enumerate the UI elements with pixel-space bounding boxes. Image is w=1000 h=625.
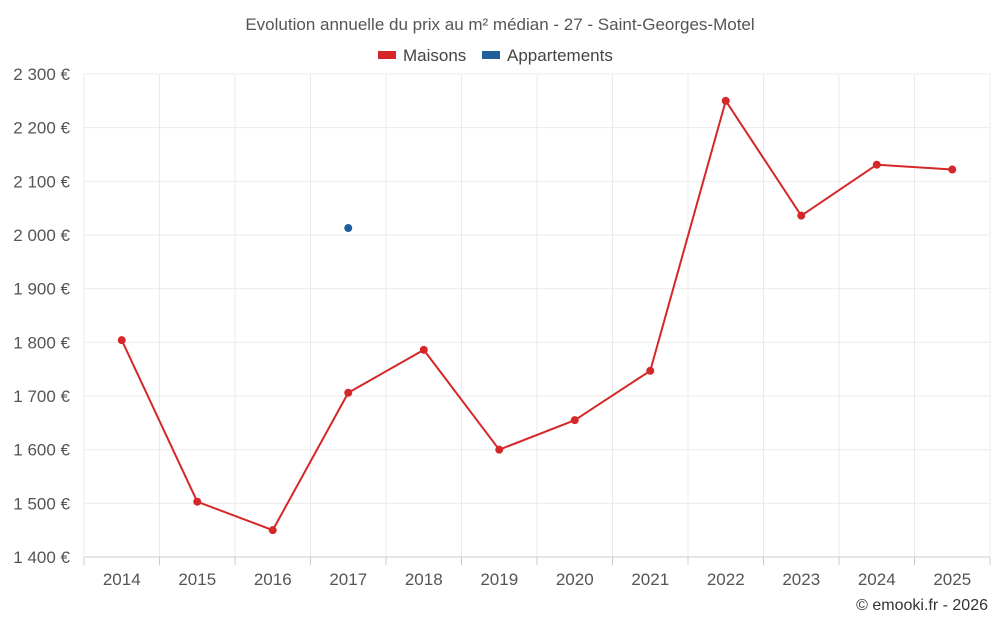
data-point-maisons[interactable] — [797, 211, 806, 220]
x-tick-label: 2016 — [254, 570, 292, 589]
legend-swatch-maisons — [378, 51, 396, 59]
data-point-maisons[interactable] — [646, 366, 655, 375]
x-tick-label: 2023 — [782, 570, 820, 589]
x-tick-label: 2025 — [933, 570, 971, 589]
y-tick-label: 2 200 € — [13, 119, 70, 138]
x-axis: 2014 2015 2016 2017 2018 2019 2020 2021 2022 2023… — [83, 556, 991, 589]
x-tick-label: 2020 — [556, 570, 594, 589]
credit-text: © emooki.fr - 2026 — [856, 597, 988, 614]
data-point-maisons[interactable] — [419, 345, 428, 354]
data-point-maisons[interactable] — [570, 416, 579, 425]
y-tick-label: 2 000 € — [13, 226, 70, 245]
data-point-maisons[interactable] — [721, 96, 730, 105]
x-tick-label: 2014 — [103, 570, 141, 589]
data-point-maisons[interactable] — [344, 388, 353, 397]
data-point-maisons[interactable] — [872, 160, 881, 169]
y-tick-label: 1 900 € — [13, 280, 70, 299]
legend-label-appartements: Appartements — [507, 46, 613, 65]
x-tick-label: 2017 — [329, 570, 367, 589]
legend-swatch-appartements — [482, 51, 500, 59]
y-tick-label: 1 500 € — [13, 494, 70, 513]
data-point-appartements[interactable] — [344, 224, 353, 233]
y-axis: 1 400 € 1 500 € 1 600 € 1 700 € 1 800 € 1 900… — [13, 65, 70, 567]
grid — [83, 73, 991, 558]
y-tick-label: 2 300 € — [13, 65, 70, 84]
legend: Maisons Appartements — [378, 46, 613, 65]
data-point-maisons[interactable] — [495, 445, 504, 454]
x-tick-label: 2019 — [480, 570, 518, 589]
y-tick-label: 1 800 € — [13, 333, 70, 352]
x-tick-label: 2022 — [707, 570, 745, 589]
x-tick-label: 2024 — [858, 570, 896, 589]
data-point-maisons[interactable] — [948, 165, 957, 174]
data-point-maisons[interactable] — [268, 526, 277, 535]
legend-item-maisons[interactable]: Maisons — [378, 46, 466, 65]
y-tick-label: 2 100 € — [13, 172, 70, 191]
y-tick-label: 1 600 € — [13, 441, 70, 460]
x-tick-label: 2015 — [178, 570, 216, 589]
series-line-maisons — [120, 99, 953, 532]
data-point-maisons[interactable] — [117, 336, 126, 345]
x-tick-label: 2021 — [631, 570, 669, 589]
series-layer — [117, 96, 957, 535]
legend-item-appartements[interactable]: Appartements — [482, 46, 613, 65]
chart-title: Evolution annuelle du prix au m² médian … — [245, 15, 754, 34]
data-point-maisons[interactable] — [193, 497, 202, 506]
y-tick-label: 1 700 € — [13, 387, 70, 406]
y-tick-label: 1 400 € — [13, 548, 70, 567]
x-tick-label: 2018 — [405, 570, 443, 589]
legend-label-maisons: Maisons — [403, 46, 466, 65]
